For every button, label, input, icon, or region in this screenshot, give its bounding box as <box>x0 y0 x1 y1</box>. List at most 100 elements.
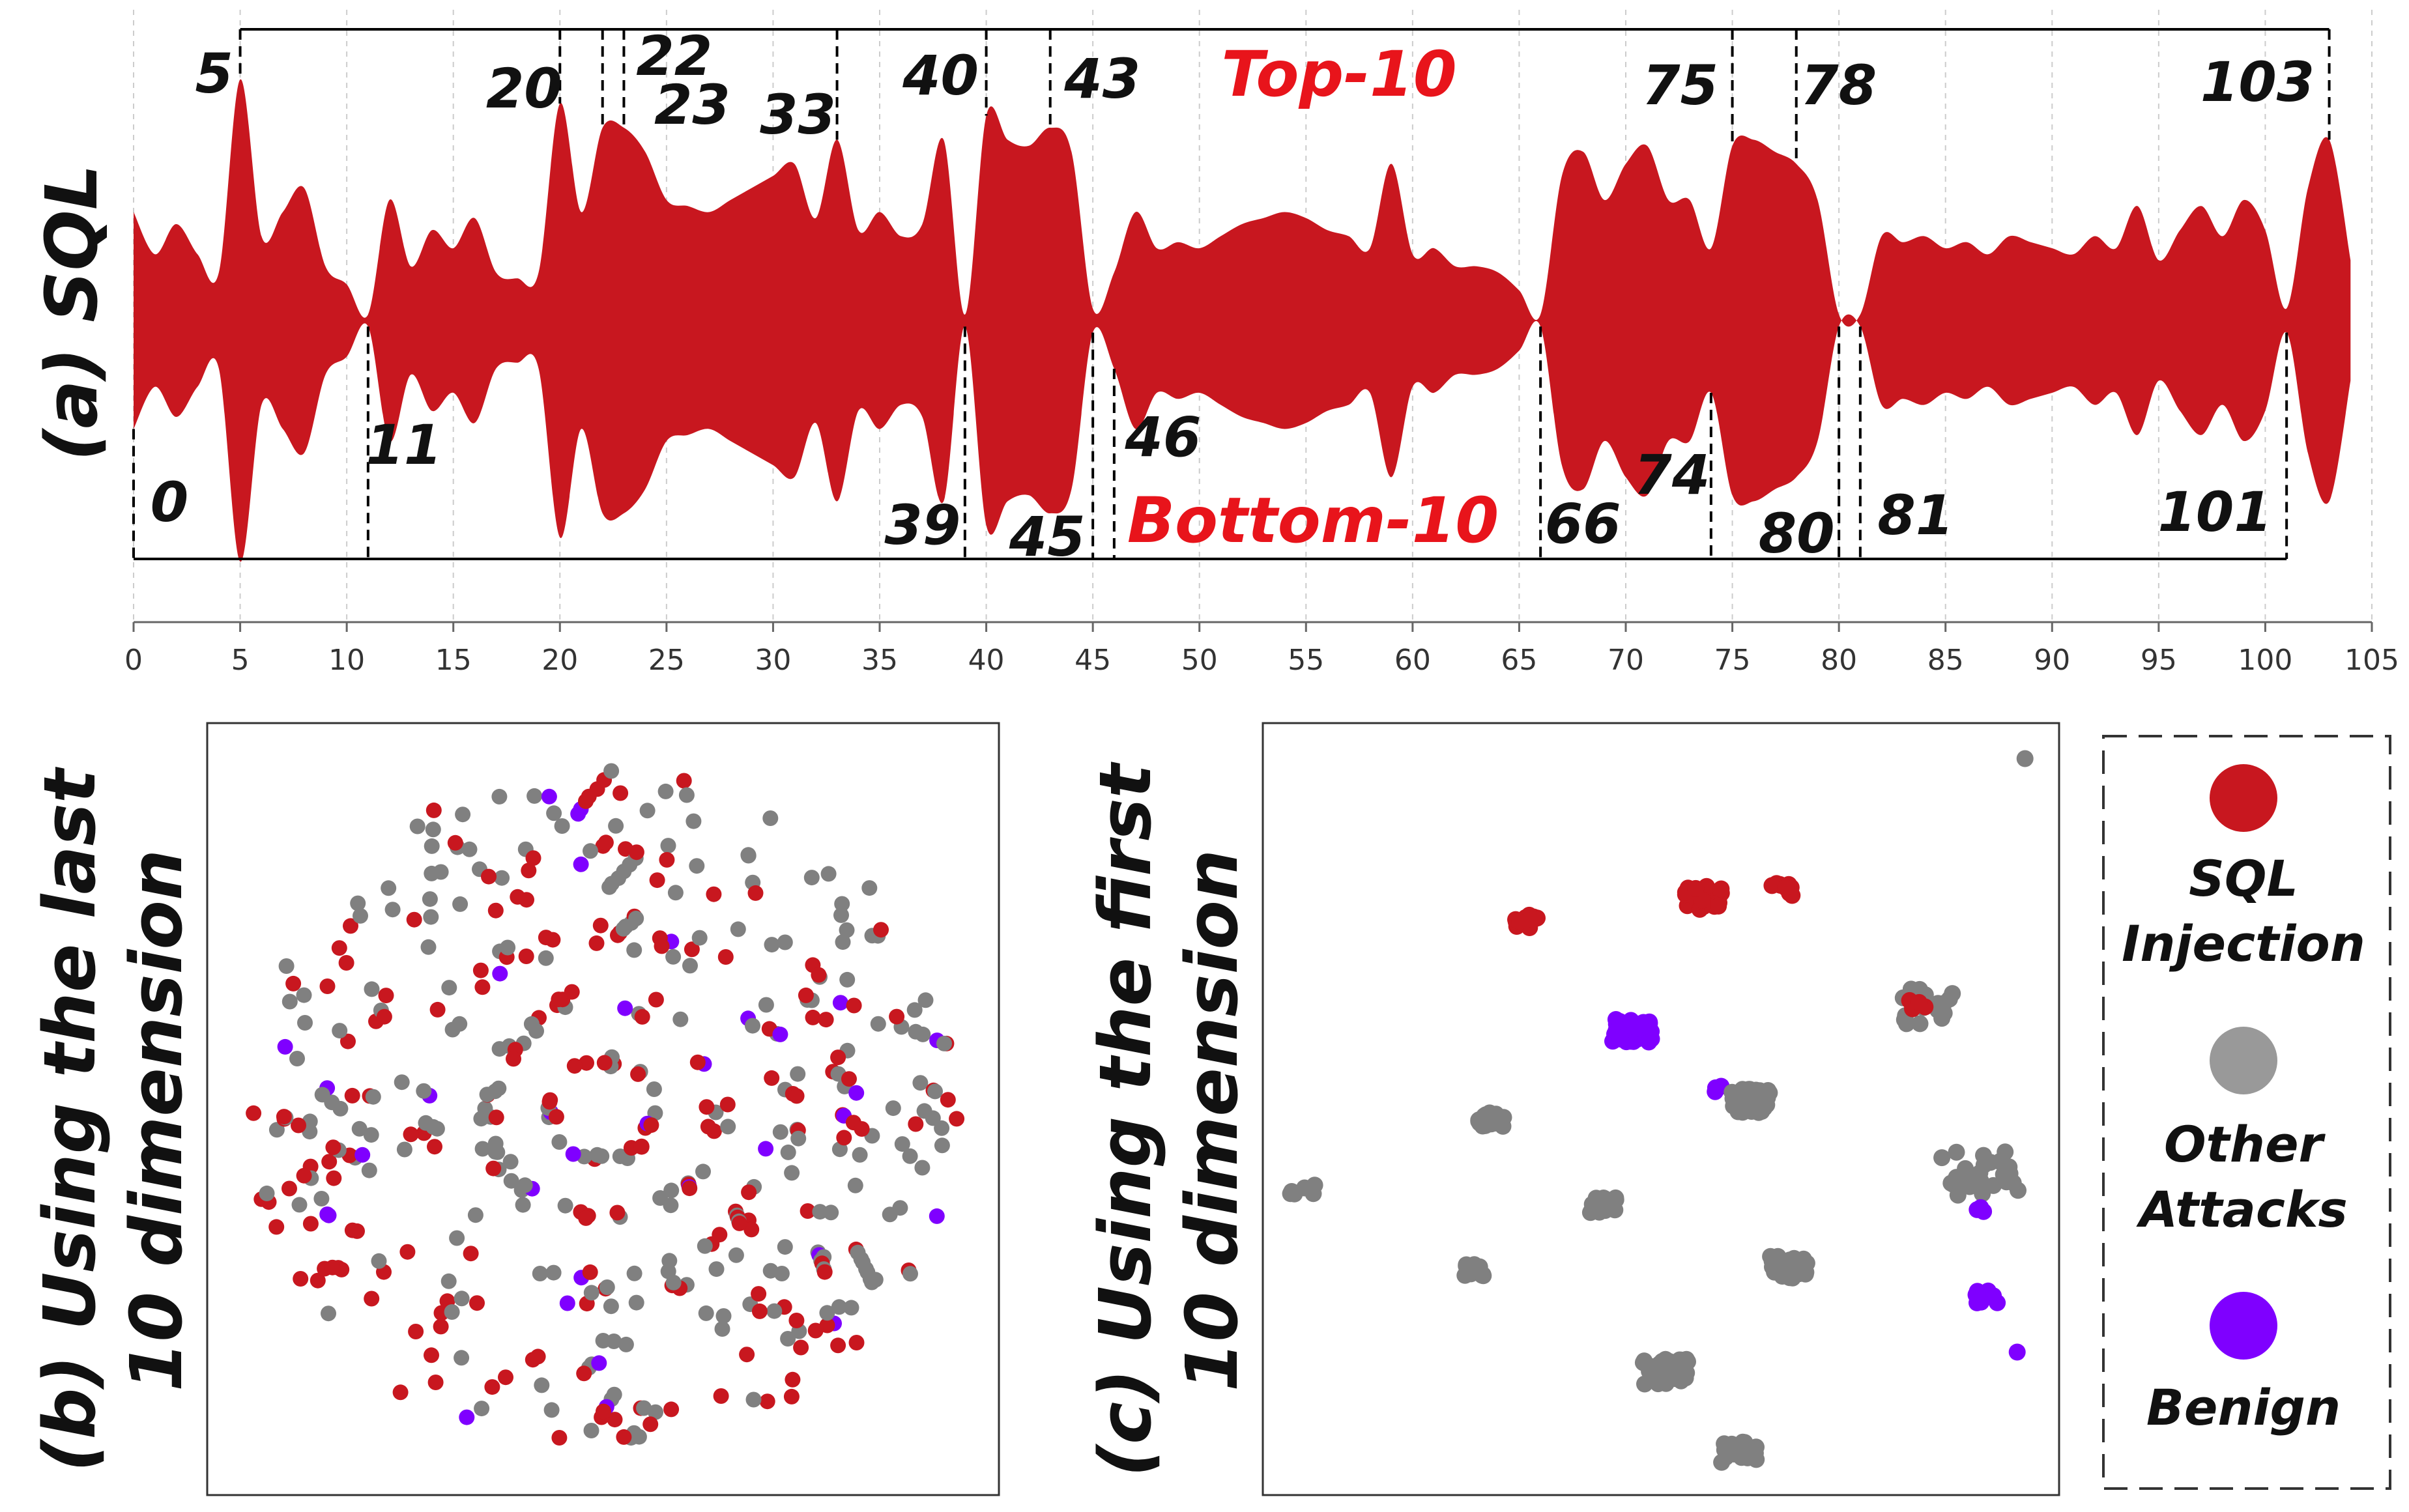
other-point <box>441 980 457 996</box>
other-point <box>834 896 850 912</box>
other-point <box>424 838 440 854</box>
a-x-tick-label: 90 <box>2034 644 2070 677</box>
bottom10-index-label: 74 <box>1634 443 1710 507</box>
sql-point <box>576 1365 592 1382</box>
sql-point <box>764 1070 780 1086</box>
sql-point <box>873 922 889 938</box>
legend: SQL Injection Other Attacks Benign <box>2102 735 2391 1490</box>
sql-point <box>949 1111 965 1127</box>
sql-point <box>811 967 827 983</box>
other-point <box>353 907 368 924</box>
a-x-tick-label: 30 <box>755 644 791 677</box>
sql-point <box>541 1094 558 1110</box>
sql-point <box>326 1170 342 1186</box>
benign-point <box>459 1409 475 1425</box>
other-point <box>762 810 779 826</box>
other-point <box>364 981 380 997</box>
a-x-tick-label: 5 <box>231 644 250 677</box>
sql-point <box>344 1087 360 1104</box>
other-point <box>313 1191 330 1206</box>
sql-point <box>788 1088 805 1104</box>
other-point <box>1466 1262 1484 1279</box>
other-point <box>902 1148 918 1164</box>
other-point <box>894 1136 910 1152</box>
other-point <box>500 939 516 956</box>
sql-point <box>518 949 534 964</box>
other-point <box>745 1391 762 1408</box>
other-point <box>626 1265 642 1281</box>
other-point <box>394 1074 410 1091</box>
a-x-tick-label: 105 <box>2344 644 2399 677</box>
sql-point <box>285 975 302 991</box>
sql-point <box>427 1375 444 1390</box>
other-point <box>780 1144 796 1160</box>
a-x-tick-label: 70 <box>1608 644 1644 677</box>
sql-point <box>338 955 354 971</box>
legend-frame <box>2102 735 2391 1490</box>
sql-point <box>630 1066 646 1082</box>
sql-point <box>530 1348 546 1365</box>
other-point <box>420 939 437 955</box>
sql-point <box>293 1271 309 1287</box>
sql-point <box>846 997 862 1014</box>
other-point <box>494 870 510 886</box>
other-point <box>902 1266 918 1282</box>
sql-point <box>684 941 700 958</box>
sql-point <box>474 979 491 995</box>
sql-point <box>551 1430 568 1446</box>
other-point <box>452 896 469 912</box>
other-point <box>1748 1438 1765 1456</box>
sql-point <box>364 1291 380 1307</box>
other-point <box>1582 1203 1600 1220</box>
other-point <box>595 1333 611 1348</box>
sql-point <box>344 1222 360 1238</box>
other-point <box>631 1429 647 1445</box>
panel-c-points <box>1282 750 2034 1471</box>
other-point <box>425 821 441 838</box>
panel-b-label-line2: 10 dimension <box>115 849 198 1391</box>
sql-point <box>331 940 347 956</box>
other-point <box>1948 1143 1965 1161</box>
sql-point <box>643 1117 659 1134</box>
other-point <box>583 1423 599 1438</box>
other-point <box>758 997 774 1013</box>
other-point <box>517 1177 533 1193</box>
sql-point <box>642 1416 659 1433</box>
sql-point <box>663 1401 680 1418</box>
a-x-tick-label: 75 <box>1714 644 1751 677</box>
other-point <box>291 1197 308 1213</box>
sql-point <box>521 863 537 879</box>
benign-point <box>832 995 848 1011</box>
other-point <box>1933 1149 1951 1167</box>
other-point <box>528 1023 544 1039</box>
sql-point <box>848 1335 865 1350</box>
sql-point <box>506 1051 521 1067</box>
bottom10-bracket <box>132 326 2288 560</box>
sql-point <box>747 885 764 901</box>
sql-point <box>472 962 489 978</box>
sql-point <box>793 1339 809 1356</box>
other-point <box>1998 1160 2015 1178</box>
sql-point <box>246 1105 262 1121</box>
sql-point <box>566 1058 583 1074</box>
benign-point <box>1972 1199 1989 1216</box>
sql-point <box>469 1295 485 1311</box>
other-point <box>689 858 705 874</box>
sql-point <box>319 978 336 994</box>
sql-point <box>1511 913 1529 930</box>
panel-c-label-line1: (c) Using the first <box>1084 762 1167 1477</box>
a-x-tick-label: 80 <box>1821 644 1857 677</box>
sql-point <box>498 1369 513 1386</box>
benign-point <box>2008 1343 2026 1361</box>
other-point <box>371 1253 387 1269</box>
other-point <box>682 958 698 974</box>
other-point <box>936 1035 952 1051</box>
a-x-tick-label: 60 <box>1394 644 1431 677</box>
other-point <box>906 1002 923 1018</box>
other-point <box>803 870 820 886</box>
a-x-tick-label: 20 <box>541 644 578 677</box>
panel-b-points <box>246 763 965 1446</box>
benign-point <box>1972 1293 1990 1311</box>
other-point <box>772 1124 788 1140</box>
sql-point <box>609 1205 626 1221</box>
